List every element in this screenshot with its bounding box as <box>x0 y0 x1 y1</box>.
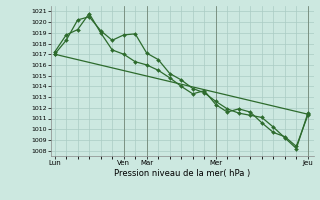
X-axis label: Pression niveau de la mer( hPa ): Pression niveau de la mer( hPa ) <box>114 169 251 178</box>
